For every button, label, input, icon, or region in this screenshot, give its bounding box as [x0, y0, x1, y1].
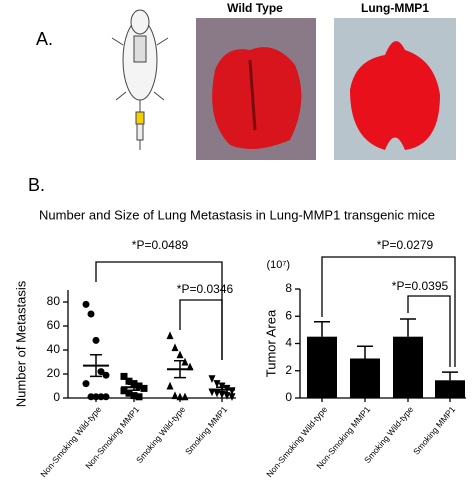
data-point — [135, 382, 143, 390]
data-point — [87, 310, 95, 318]
sem-bar — [216, 386, 228, 393]
y-tick-label: 60 — [47, 318, 61, 332]
sem-bar — [174, 360, 186, 379]
data-point — [213, 389, 221, 398]
data-point — [218, 390, 226, 399]
data-point — [181, 357, 189, 366]
bar — [435, 380, 465, 398]
y-tick-label: 4 — [285, 336, 292, 350]
data-point — [213, 380, 221, 388]
data-point — [208, 375, 216, 383]
error-bar — [400, 318, 416, 337]
data-point — [176, 350, 184, 359]
data-point — [176, 392, 184, 401]
mouse-drawing — [111, 9, 169, 150]
panel-b-title: Number and Size of Lung Metastasis in Lu… — [39, 207, 435, 222]
data-point — [166, 381, 174, 390]
data-point — [223, 392, 231, 400]
significance-bracket — [407, 295, 451, 367]
data-point — [97, 393, 105, 401]
y-tick-label: 80 — [47, 294, 61, 308]
data-point — [82, 380, 90, 388]
error-bar — [314, 320, 330, 337]
data-point — [92, 336, 100, 344]
y-axis-unit: (10⁷) — [266, 259, 290, 271]
data-point — [125, 377, 133, 385]
data-point — [130, 392, 138, 400]
bar — [393, 336, 423, 398]
data-point — [171, 391, 179, 400]
y-axis-label: Number of Metastasis — [13, 280, 28, 407]
data-point — [228, 393, 236, 401]
y-tick-label: 20 — [47, 366, 61, 380]
y-tick-label: 40 — [47, 342, 61, 356]
data-point — [87, 393, 95, 401]
x-tick-label: Non-Smoking Wild-type — [38, 404, 103, 479]
error-bar — [357, 345, 373, 359]
y-tick-label: 6 — [285, 308, 292, 322]
data-point — [102, 393, 110, 401]
data-point — [97, 368, 105, 376]
data-point — [218, 382, 226, 391]
data-point — [82, 300, 90, 308]
panel-b-label: B. — [28, 175, 45, 195]
p-value-annotation: *P=0.0279 — [377, 238, 434, 252]
p-value-annotation: *P=0.0346 — [177, 282, 234, 296]
data-point — [181, 392, 189, 401]
data-point — [140, 384, 148, 392]
significance-bracket — [321, 256, 456, 367]
bar — [307, 336, 337, 398]
error-bar — [442, 371, 458, 381]
p-value-annotation: *P=0.0395 — [392, 279, 449, 293]
x-tick-label: Smoking MMP1 — [183, 404, 229, 457]
panel-a-label: A. — [36, 29, 53, 49]
data-point — [125, 389, 133, 397]
y-axis-label: Tumor Area — [263, 309, 278, 377]
sem-bar — [90, 354, 102, 378]
data-point — [166, 331, 174, 340]
data-point — [92, 393, 100, 401]
y-tick-label: 0 — [53, 390, 60, 404]
y-tick-label: 8 — [285, 281, 292, 295]
lung-photo-wild-type — [196, 18, 316, 160]
p-value-annotation: *P=0.0489 — [132, 238, 189, 252]
data-point — [120, 387, 128, 395]
data-point — [171, 343, 179, 352]
y-tick-label: 0 — [285, 390, 292, 404]
x-tick-label: Smoking Wild-type — [134, 404, 187, 465]
x-tick-label: Smoking MMP1 — [411, 404, 457, 457]
data-point — [135, 393, 143, 401]
significance-bracket — [179, 299, 223, 360]
image-caption: Wild Type — [227, 1, 283, 15]
data-point — [102, 371, 110, 379]
significance-bracket — [95, 261, 223, 360]
image-caption: Lung-MMP1 — [361, 1, 429, 15]
data-point — [120, 372, 128, 380]
sem-bar — [128, 383, 140, 391]
y-tick-label: 2 — [285, 363, 292, 377]
lung-photo-mmp1 — [334, 18, 456, 160]
bar — [350, 358, 380, 398]
